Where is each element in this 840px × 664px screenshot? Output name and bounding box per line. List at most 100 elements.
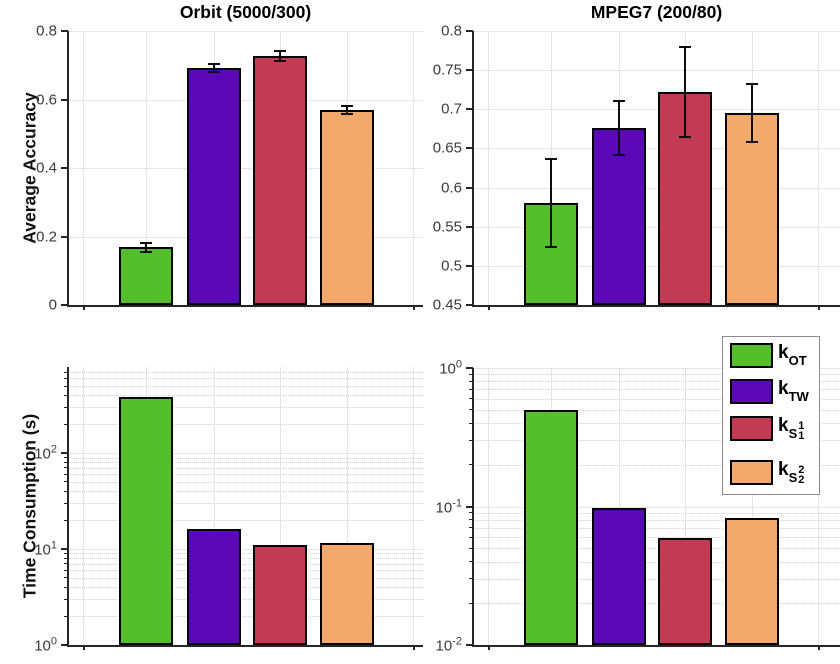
- error-bar-cap: [274, 49, 286, 52]
- y-minor-tick: [64, 385, 68, 387]
- bar-k-tw: [592, 128, 646, 305]
- x-tick: [818, 645, 820, 650]
- gridline-vertical: [818, 31, 819, 305]
- gridline-minor: [473, 561, 840, 563]
- y-minor-tick: [64, 569, 68, 571]
- gridline-minor: [68, 474, 423, 476]
- error-bar-cap: [746, 83, 758, 86]
- x-tick: [83, 645, 85, 650]
- gridline-minor: [68, 570, 423, 572]
- y-tick: [466, 108, 473, 111]
- y-minor-tick: [469, 527, 473, 529]
- legend-entry-k-ot: k OT: [730, 343, 807, 368]
- gridline-minor: [68, 462, 423, 464]
- gridline-horizontal: [68, 549, 423, 551]
- y-tick: [61, 235, 68, 238]
- error-bar-line: [213, 63, 215, 73]
- bar-k-tw: [187, 67, 241, 305]
- gridline-vertical: [280, 367, 281, 645]
- error-bar-line: [684, 47, 686, 137]
- y-minor-tick: [64, 467, 68, 469]
- y-minor-tick: [64, 552, 68, 554]
- y-minor-tick: [64, 457, 68, 458]
- gridline-minor: [68, 386, 423, 388]
- chart-title-mpeg7-accuracy: MPEG7 (200/80): [590, 2, 723, 22]
- gridline-minor: [473, 519, 840, 521]
- y-tick-label: 0.65: [432, 139, 462, 157]
- y-tick: [61, 452, 68, 455]
- x-tick: [818, 305, 820, 310]
- y-minor-tick: [64, 371, 68, 373]
- x-axis-spine: [472, 305, 840, 307]
- gridline-vertical: [488, 31, 489, 305]
- y-tick-label: 0.75: [432, 61, 462, 79]
- gridline-horizontal: [473, 265, 840, 267]
- bar-k-ot: [119, 397, 173, 645]
- gridline-minor: [473, 548, 840, 550]
- y-minor-tick: [64, 377, 68, 379]
- y-tick: [61, 30, 68, 32]
- legend: k OT k TW k S 1 1 k S 2 2: [722, 336, 820, 495]
- y-tick-label: 101: [34, 539, 57, 559]
- gridline-vertical: [83, 367, 84, 645]
- y-minor-tick: [64, 563, 68, 565]
- y-tick-label: 0.4: [36, 159, 57, 177]
- y-minor-tick: [469, 464, 473, 466]
- bar-k-s1: [658, 538, 712, 645]
- gridline-minor: [68, 599, 423, 601]
- error-bar-cap: [613, 99, 625, 102]
- y-tick-label: 0.5: [441, 257, 462, 275]
- gridline-minor: [68, 407, 423, 409]
- legend-swatch-k-s1: [730, 416, 773, 441]
- y-tick: [466, 147, 473, 150]
- y-minor-tick: [469, 380, 473, 382]
- y-tick: [61, 644, 68, 646]
- error-bar-cap: [208, 71, 220, 74]
- y-minor-tick: [64, 519, 68, 521]
- error-bar-line: [751, 84, 753, 143]
- y-tick-label: 102: [34, 443, 57, 463]
- gridline-minor: [473, 409, 840, 411]
- legend-swatch-k-tw: [730, 379, 773, 404]
- y-tick: [466, 225, 473, 228]
- y-axis-spine: [67, 31, 69, 307]
- y-tick: [466, 69, 473, 72]
- y-minor-tick: [64, 481, 68, 483]
- bar-k-s2: [320, 110, 374, 305]
- y-tick-label: 100: [439, 358, 462, 378]
- gridline-minor: [68, 372, 423, 374]
- legend-label: k OT: [778, 342, 807, 368]
- y-tick: [466, 644, 473, 646]
- y-minor-tick: [64, 586, 68, 588]
- gridline-minor: [473, 381, 840, 383]
- y-tick-label: 0.7: [441, 100, 462, 118]
- gridline-minor: [473, 398, 840, 400]
- y-minor-tick: [469, 512, 473, 514]
- bar-k-s2: [725, 517, 779, 645]
- gridline-minor: [68, 577, 423, 579]
- gridline-minor: [68, 520, 423, 522]
- gridline-horizontal: [68, 453, 423, 455]
- y-minor-tick: [469, 422, 473, 424]
- bar-k-tw: [187, 529, 241, 645]
- y-tick-label: 0: [48, 296, 57, 314]
- gridline-minor: [473, 512, 840, 514]
- x-tick: [413, 645, 415, 650]
- y-tick-label: 0.8: [36, 22, 57, 40]
- gridline-horizontal: [68, 236, 423, 238]
- gridline-minor: [473, 527, 840, 529]
- y-minor-tick: [64, 423, 68, 425]
- legend-swatch-k-ot: [730, 343, 773, 368]
- x-tick: [413, 305, 415, 310]
- gridline-horizontal: [473, 187, 840, 189]
- y-tick: [466, 30, 473, 32]
- gridline-minor: [68, 503, 423, 505]
- y-minor-tick: [469, 373, 473, 375]
- gridline-horizontal: [68, 168, 423, 169]
- gridline-horizontal: [473, 31, 840, 32]
- error-bar-cap: [208, 62, 220, 65]
- gridline-minor: [68, 395, 423, 397]
- gridline-minor: [473, 374, 840, 376]
- error-bar-cap: [679, 135, 691, 138]
